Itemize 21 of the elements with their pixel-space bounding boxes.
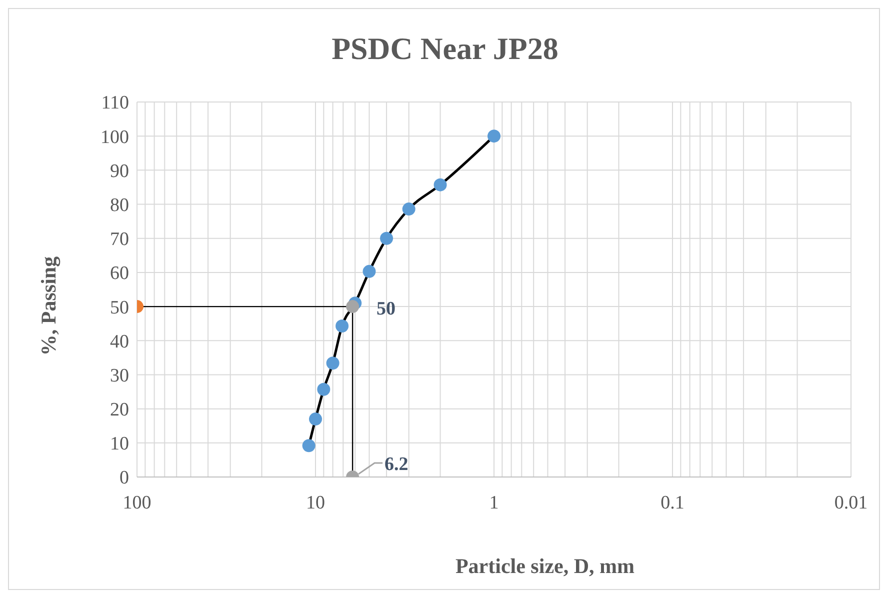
- y-tick-label: 30: [110, 365, 129, 386]
- chart-title: PSDC Near JP28: [330, 31, 560, 67]
- y-tick-label: 100: [100, 126, 129, 148]
- y-axis-title: %, Passing: [36, 256, 62, 356]
- y-tick-label: 70: [110, 229, 129, 250]
- annotation: 50: [376, 298, 396, 320]
- y-tick-label: 40: [110, 331, 129, 352]
- y-tick-label: 0: [120, 468, 129, 489]
- x-tick-label: 1: [489, 492, 499, 514]
- y-tick-label: 80: [110, 195, 129, 216]
- y-tick-label: 20: [110, 400, 129, 421]
- x-tick-label: 0.1: [660, 492, 684, 514]
- x-tick-label: 0.01: [834, 492, 868, 514]
- y-tick-label: 110: [101, 92, 129, 114]
- y-tick-label: 60: [110, 263, 129, 284]
- x-axis-title: Particle size, D, mm: [454, 554, 636, 579]
- y-tick-label: 10: [110, 434, 129, 455]
- annotation: 6.2: [384, 454, 408, 475]
- y-tick-label: 90: [110, 160, 129, 182]
- x-tick-label: 10: [306, 492, 325, 514]
- y-tick-label: 50: [110, 297, 129, 318]
